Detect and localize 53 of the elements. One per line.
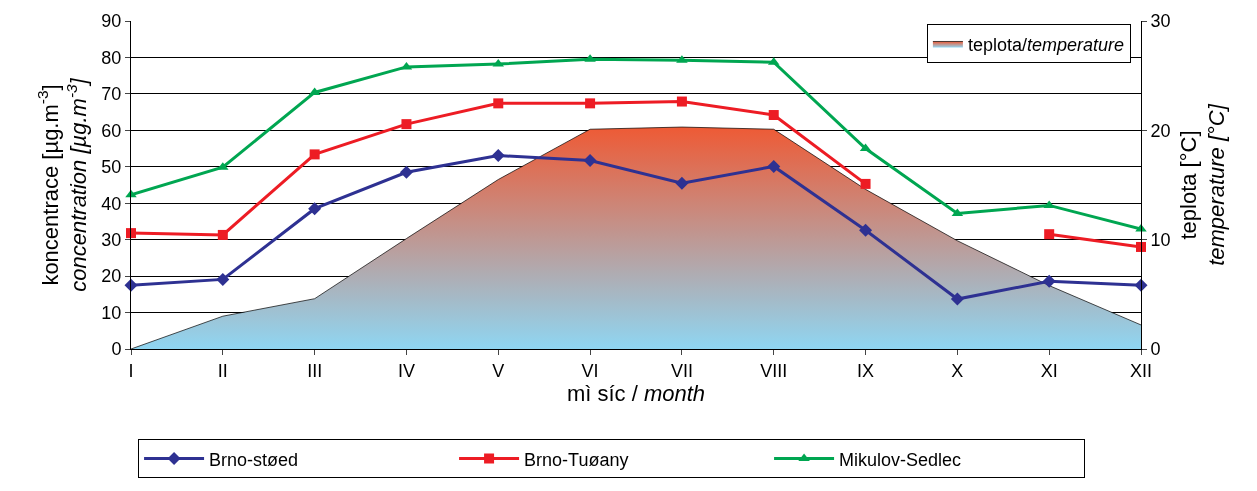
point — [675, 176, 689, 190]
y-tick-label: 50 — [101, 157, 122, 178]
point — [1136, 241, 1146, 252]
x-tick-label: I — [128, 360, 134, 381]
point — [768, 110, 779, 121]
legend-label: Mikulov-Sedlec — [839, 449, 962, 470]
point — [1042, 274, 1056, 288]
x-tick-label: VII — [670, 360, 693, 381]
y-tick-label: 70 — [101, 84, 122, 105]
y-tick-label: 20 — [101, 266, 122, 287]
legend-label: teplota/temperature — [967, 34, 1125, 55]
y-tick-label: 10 — [101, 302, 122, 323]
x-tick-label: IV — [397, 360, 415, 381]
point — [308, 202, 322, 216]
x-tick-label: VI — [581, 360, 599, 381]
x-tick-label: XII — [1129, 360, 1153, 381]
x-tick-label: XI — [1040, 360, 1058, 381]
x-tick-label: III — [307, 360, 323, 381]
y-tick-label: 30 — [101, 229, 122, 250]
y2-tick-label: 20 — [1150, 120, 1171, 141]
point — [217, 229, 228, 240]
x-tick-label: II — [217, 360, 228, 381]
point — [399, 165, 413, 179]
y-tick-label: 40 — [101, 193, 122, 214]
point — [216, 272, 230, 286]
y2-tick-label: 0 — [1150, 339, 1161, 360]
point — [950, 292, 964, 306]
legend-label: Brno-støed — [209, 449, 299, 470]
point — [583, 154, 597, 168]
y-tick-label: 60 — [101, 120, 122, 141]
point — [401, 119, 412, 130]
point — [309, 149, 320, 160]
point — [676, 96, 687, 107]
x-tick-label: V — [492, 360, 505, 381]
y2-axis-title: teplota [°C] temperature [°C] — [1175, 103, 1230, 266]
x-axis-title: mì síc / month — [566, 381, 706, 407]
point — [859, 223, 873, 237]
point — [585, 98, 596, 109]
point — [767, 159, 781, 173]
y2-tick-label: 10 — [1150, 229, 1171, 250]
point — [493, 98, 504, 109]
point — [491, 148, 505, 162]
y-tick-label: 90 — [101, 11, 122, 32]
point — [1044, 229, 1055, 240]
y-tick-label: 0 — [111, 339, 122, 360]
x-tick-label: VIII — [760, 360, 788, 381]
point — [126, 228, 136, 239]
legend-label: Brno-Tuøany — [524, 449, 629, 470]
point — [860, 178, 871, 189]
y2-tick-label: 30 — [1150, 11, 1171, 32]
x-tick-label: IX — [857, 360, 875, 381]
y-tick-label: 80 — [101, 47, 122, 68]
x-tick-label: X — [951, 360, 964, 381]
